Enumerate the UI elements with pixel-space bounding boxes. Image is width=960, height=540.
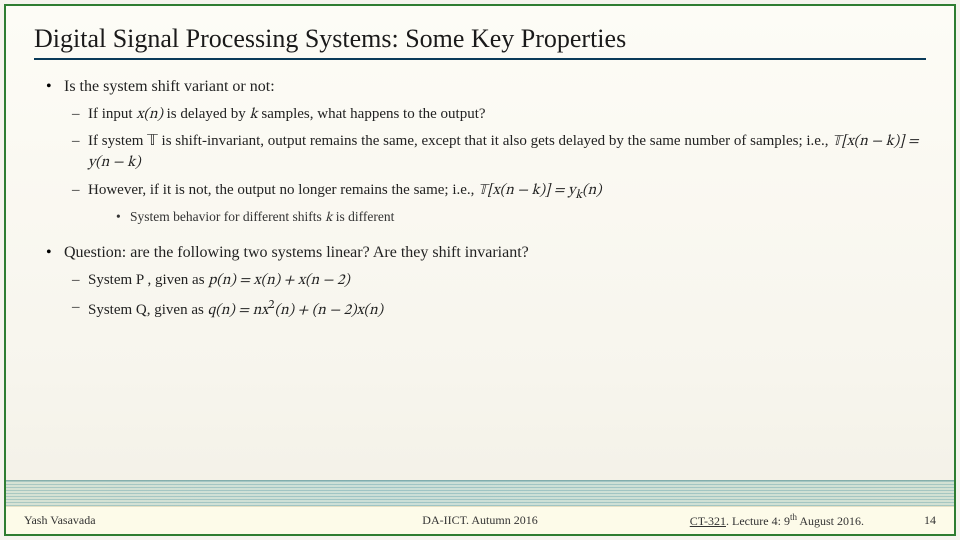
sub-1-3-eq-tail: (n) bbox=[582, 183, 601, 198]
slide-title: Digital Signal Processing Systems: Some … bbox=[34, 24, 926, 54]
sub-1-3-pre: However, if it is not, the output no lon… bbox=[88, 182, 478, 198]
slide-content: Digital Signal Processing Systems: Some … bbox=[6, 6, 954, 480]
footer-lecture-post: August 2016. bbox=[797, 514, 864, 528]
sub-1-1-pre: If input bbox=[88, 106, 136, 122]
sub-1-3-1-pre: System behavior for different shifts bbox=[130, 209, 325, 224]
footer-author: Yash Vasavada bbox=[24, 513, 328, 528]
bullet-1-marker: • bbox=[46, 78, 60, 96]
sub-1-1-math2: k bbox=[250, 107, 258, 122]
footer-bar: Yash Vasavada DA-IICT. Autumn 2016 CT-32… bbox=[6, 506, 954, 534]
bullet-1-sublist: If input x(n) is delayed by k samples, w… bbox=[46, 104, 926, 228]
sub-1-2-T: 𝕋 bbox=[147, 133, 158, 149]
bullet-2-text: Question: are the following two systems … bbox=[64, 244, 529, 261]
sub-1-3: However, if it is not, the output no lon… bbox=[72, 180, 926, 228]
sub-1-1-math1: x(n) bbox=[136, 107, 163, 122]
title-underline bbox=[34, 58, 926, 60]
footer-right: CT-321. Lecture 4: 9th August 2016. 14 bbox=[632, 512, 936, 529]
bullet-list: • Is the system shift variant or not: If… bbox=[34, 78, 926, 321]
sub-1-1-mid: is delayed by bbox=[163, 106, 250, 122]
footer-course: CT-321 bbox=[690, 514, 726, 528]
sub-2-2: System Q, given as q(n) = nx2(n) + (n − … bbox=[72, 297, 926, 321]
bullet-2: • Question: are the following two system… bbox=[46, 244, 926, 322]
footer-lecture-ord: th bbox=[790, 512, 797, 522]
sub-1-1: If input x(n) is delayed by k samples, w… bbox=[72, 104, 926, 125]
sub-1-3-1-post: is different bbox=[332, 209, 394, 224]
sub-1-2-mid: is shift-invariant, output remains the s… bbox=[158, 133, 832, 149]
sub-2-1-eq: p(n) = x(n) + x(n − 2) bbox=[208, 273, 349, 288]
slide-frame: Digital Signal Processing Systems: Some … bbox=[4, 4, 956, 536]
bullet-2-marker: • bbox=[46, 244, 60, 262]
footer-texture bbox=[6, 480, 954, 506]
footer-lecture-pre: . Lecture 4: 9 bbox=[726, 514, 790, 528]
sub-2-2-eq-a: q(n) = n bbox=[208, 303, 262, 318]
sub-2-2-pre: System Q, given as bbox=[88, 302, 208, 318]
sub-1-2: If system 𝕋 is shift-invariant, output r… bbox=[72, 131, 926, 174]
bullet-1: • Is the system shift variant or not: If… bbox=[46, 78, 926, 228]
sub-1-3-eq-left: 𝕋[x(n − k)] = bbox=[478, 183, 568, 198]
bullet-1-text: Is the system shift variant or not: bbox=[64, 78, 275, 95]
sub-1-1-post: samples, what happens to the output? bbox=[258, 106, 486, 122]
sub-1-3-sublist: System behavior for different shifts k i… bbox=[88, 208, 926, 228]
sub-2-1-pre: System P , given as bbox=[88, 272, 208, 288]
sub-1-3-1: System behavior for different shifts k i… bbox=[116, 208, 926, 228]
footer-center: DA-IICT. Autumn 2016 bbox=[328, 513, 632, 528]
footer-lecture: CT-321. Lecture 4: 9th August 2016. bbox=[690, 512, 864, 529]
bullet-2-sublist: System P , given as p(n) = x(n) + x(n − … bbox=[46, 270, 926, 322]
sub-2-2-eq-c: (n) + (n − 2)x(n) bbox=[275, 303, 383, 318]
sub-2-1: System P , given as p(n) = x(n) + x(n − … bbox=[72, 270, 926, 291]
sub-1-2-pre: If system bbox=[88, 133, 147, 149]
page-number: 14 bbox=[924, 513, 936, 528]
